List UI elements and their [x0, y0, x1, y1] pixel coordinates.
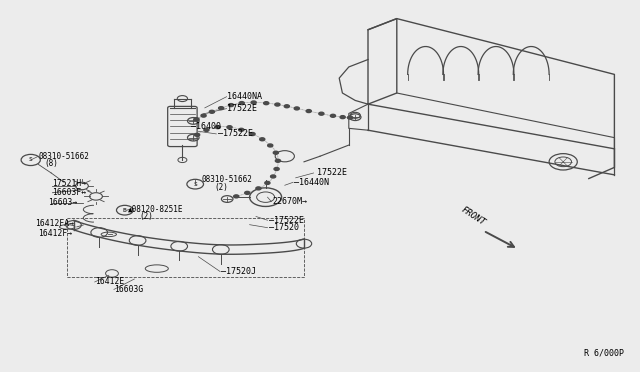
- Circle shape: [201, 114, 206, 117]
- Circle shape: [234, 195, 239, 198]
- Circle shape: [228, 103, 234, 106]
- Text: B: B: [123, 208, 127, 213]
- Circle shape: [340, 116, 345, 119]
- Text: (2): (2): [214, 183, 228, 192]
- Circle shape: [219, 107, 224, 110]
- Text: —17522E: —17522E: [218, 129, 253, 138]
- Text: 16603F→: 16603F→: [52, 188, 86, 197]
- Circle shape: [251, 101, 256, 104]
- Circle shape: [264, 102, 269, 105]
- Text: 16603G: 16603G: [114, 285, 143, 294]
- Text: —17522E: —17522E: [269, 216, 304, 225]
- Circle shape: [204, 128, 209, 131]
- Text: —17520: —17520: [269, 223, 299, 232]
- Text: 17522E: 17522E: [227, 104, 257, 113]
- Circle shape: [268, 144, 273, 147]
- Text: 17521H→: 17521H→: [52, 179, 86, 187]
- Circle shape: [244, 191, 250, 194]
- Text: S: S: [29, 157, 33, 163]
- Text: 16440NA: 16440NA: [227, 92, 262, 101]
- Text: —16440N: —16440N: [294, 178, 330, 187]
- Text: (2): (2): [140, 212, 154, 221]
- Circle shape: [294, 107, 300, 110]
- Circle shape: [265, 182, 270, 185]
- Text: 16412F→: 16412F→: [38, 229, 72, 238]
- Text: 22670M→: 22670M→: [272, 197, 307, 206]
- Circle shape: [195, 133, 200, 136]
- Circle shape: [260, 138, 265, 141]
- Circle shape: [227, 126, 232, 129]
- Circle shape: [273, 151, 278, 154]
- Circle shape: [239, 128, 244, 131]
- Text: (8): (8): [45, 159, 59, 168]
- Circle shape: [209, 110, 214, 113]
- Text: R 6/000P: R 6/000P: [584, 349, 624, 358]
- Text: ▲08120-8251E: ▲08120-8251E: [128, 205, 184, 214]
- Circle shape: [194, 118, 199, 121]
- Circle shape: [330, 114, 335, 117]
- Text: —16400: —16400: [191, 122, 221, 131]
- Circle shape: [306, 110, 311, 113]
- Text: 08310-51662: 08310-51662: [202, 175, 252, 184]
- Circle shape: [250, 132, 255, 135]
- Circle shape: [348, 116, 353, 119]
- Circle shape: [319, 112, 324, 115]
- Text: 08310-51662: 08310-51662: [38, 152, 89, 161]
- Circle shape: [274, 167, 279, 170]
- Circle shape: [256, 187, 261, 190]
- Text: 17522E: 17522E: [317, 169, 347, 177]
- Text: 16603→: 16603→: [48, 198, 77, 207]
- Text: S: S: [193, 182, 197, 187]
- Text: 16412FA→: 16412FA→: [35, 219, 74, 228]
- Text: 16412E: 16412E: [95, 278, 124, 286]
- Circle shape: [271, 175, 276, 178]
- Circle shape: [284, 105, 289, 108]
- Circle shape: [215, 126, 220, 129]
- Circle shape: [275, 103, 280, 106]
- Circle shape: [275, 159, 280, 162]
- Text: FRONT: FRONT: [460, 205, 487, 227]
- Circle shape: [239, 102, 244, 105]
- Text: —17520J: —17520J: [221, 267, 256, 276]
